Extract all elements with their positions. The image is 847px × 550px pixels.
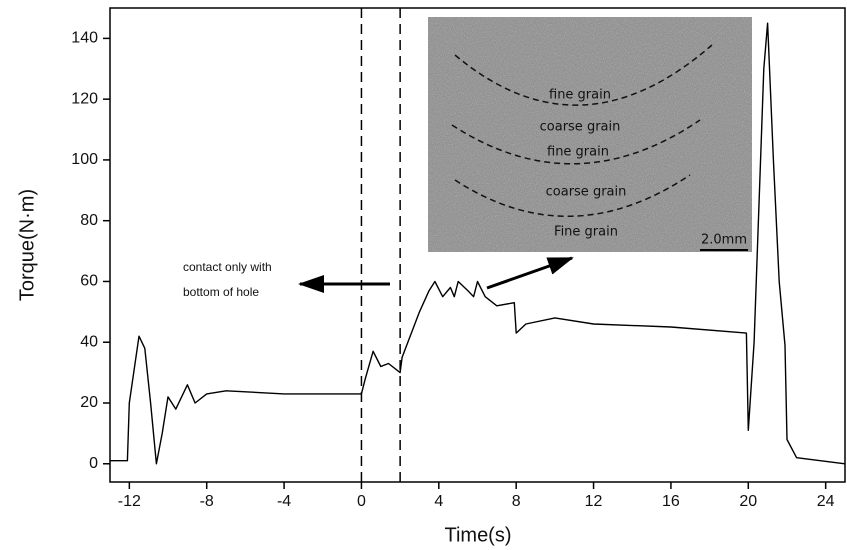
arrow bbox=[486, 256, 574, 290]
x-tick-label: 0 bbox=[357, 493, 366, 510]
x-tick-label: 24 bbox=[817, 493, 835, 510]
inset-label: coarse grain bbox=[540, 120, 621, 135]
x-tick-label: -12 bbox=[118, 493, 141, 510]
boundary bbox=[454, 174, 691, 218]
x-tick-label: -8 bbox=[200, 493, 214, 510]
x-tick-label: 8 bbox=[512, 493, 521, 510]
x-tick-label: 4 bbox=[434, 493, 443, 510]
scale-label: 2.0mm bbox=[701, 233, 747, 248]
inset-texture bbox=[428, 17, 752, 252]
inset-image bbox=[428, 17, 752, 252]
y-tick-label: 40 bbox=[80, 333, 98, 350]
inset-label: coarse grain bbox=[546, 185, 627, 200]
y-axis-label: Torque(N·m) bbox=[16, 189, 38, 301]
inset-label: fine grain bbox=[549, 88, 611, 103]
annotation: contact only with bbox=[183, 260, 272, 274]
x-tick-label: 20 bbox=[739, 493, 757, 510]
inset-label: Fine grain bbox=[554, 225, 618, 240]
x-tick-label: -4 bbox=[277, 493, 291, 510]
x-tick-label: 16 bbox=[662, 493, 680, 510]
inset-label: fine grain bbox=[547, 145, 609, 160]
annotation: bottom of hole bbox=[183, 285, 259, 299]
y-tick-label: 60 bbox=[80, 273, 98, 290]
y-tick-label: 140 bbox=[71, 30, 98, 47]
y-tick-label: 0 bbox=[89, 455, 98, 472]
data-line bbox=[110, 22, 846, 465]
boundary bbox=[454, 44, 713, 106]
plot-frame bbox=[109, 7, 846, 483]
x-axis-label: Time(s) bbox=[444, 524, 511, 546]
x-tick-label: 12 bbox=[585, 493, 603, 510]
boundary bbox=[451, 119, 701, 165]
y-tick-label: 100 bbox=[71, 151, 98, 168]
y-tick-label: 20 bbox=[80, 394, 98, 411]
y-tick-label: 120 bbox=[71, 90, 98, 107]
y-tick-label: 80 bbox=[80, 212, 98, 229]
